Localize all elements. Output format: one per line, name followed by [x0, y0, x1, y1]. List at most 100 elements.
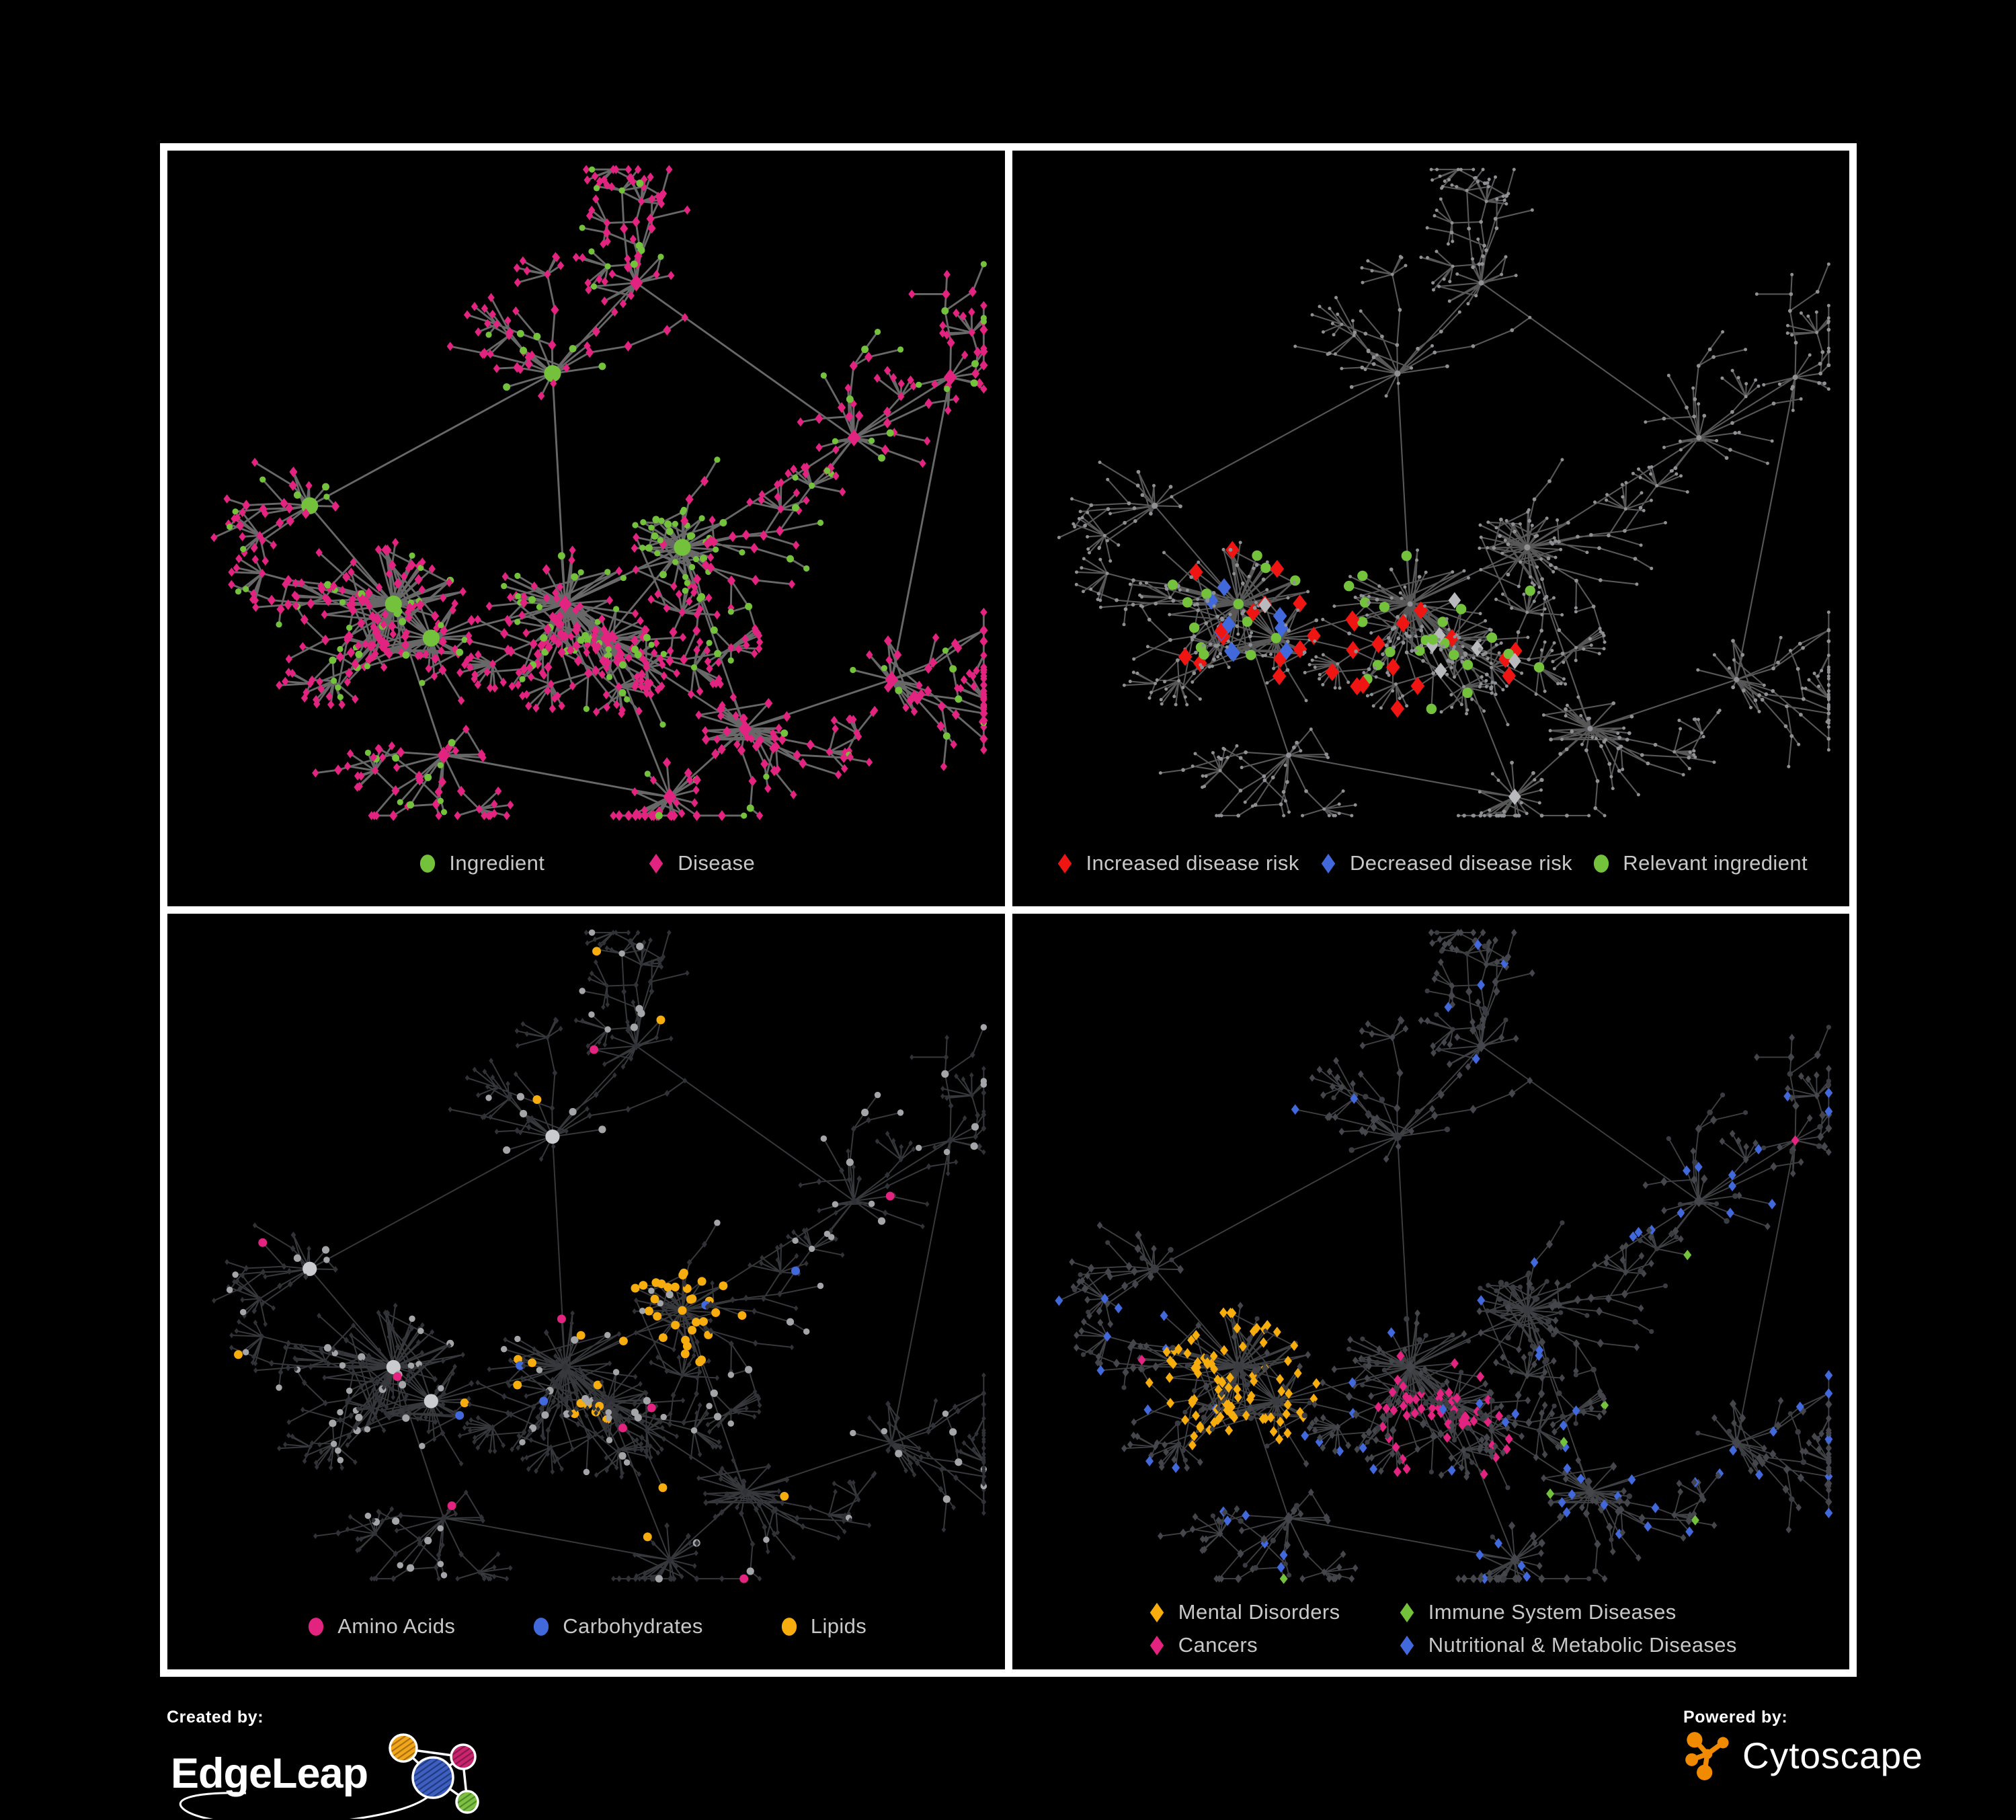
- network-node: [915, 1144, 922, 1152]
- network-node: [634, 1413, 642, 1422]
- network-node: [1477, 546, 1481, 550]
- network-node: [1187, 1395, 1196, 1406]
- network-node: [688, 563, 696, 571]
- network-node: [1530, 1257, 1539, 1268]
- network-node: [1373, 1436, 1379, 1444]
- network-node: [1660, 1177, 1667, 1187]
- network-node: [1824, 1087, 1832, 1099]
- network-node: [1769, 1450, 1776, 1459]
- network-node: [680, 515, 689, 526]
- network-node: [914, 1459, 920, 1466]
- network-node: [604, 263, 611, 270]
- network-node: [1646, 1226, 1652, 1234]
- network-node: [1365, 1427, 1373, 1437]
- network-node: [832, 1480, 837, 1487]
- network-node: [520, 346, 528, 354]
- network-node: [550, 379, 557, 388]
- network-node: [374, 1575, 379, 1582]
- network-node: [415, 1415, 420, 1422]
- network-node: [1096, 546, 1100, 550]
- network-node: [1168, 637, 1172, 642]
- network-node: [613, 700, 620, 709]
- network-node: [980, 680, 987, 690]
- network-node: [1283, 1511, 1293, 1525]
- network-node: [1450, 239, 1454, 243]
- network-node: [981, 1372, 986, 1379]
- network-node: [981, 1510, 986, 1516]
- network-node: [1283, 1526, 1288, 1531]
- network-node: [594, 1472, 599, 1478]
- network-node: [977, 1143, 982, 1150]
- network-node: [1365, 259, 1369, 263]
- network-node: [1413, 1319, 1420, 1327]
- network-node: [1806, 314, 1810, 318]
- network-node: [401, 639, 410, 651]
- network-node: [1293, 344, 1297, 348]
- network-node: [1180, 1448, 1185, 1454]
- network-node: [303, 1273, 309, 1281]
- network-node: [1410, 676, 1424, 695]
- network-node: [1365, 1355, 1372, 1363]
- network-node: [1333, 352, 1337, 356]
- network-node: [309, 1440, 315, 1446]
- network-node: [384, 1404, 389, 1410]
- network-node: [1622, 528, 1627, 533]
- network-node: [719, 1509, 725, 1516]
- network-node: [547, 679, 555, 689]
- network-node: [1398, 697, 1402, 701]
- network-node: [1128, 582, 1132, 586]
- network-node: [1533, 662, 1544, 673]
- network-node: [1730, 639, 1735, 643]
- network-node: [235, 554, 243, 563]
- network-node: [1210, 664, 1214, 668]
- network-node: [637, 676, 645, 686]
- network-node: [1188, 563, 1203, 582]
- network-node: [1476, 980, 1485, 990]
- network-node: [1420, 659, 1425, 663]
- network-node: [794, 1514, 800, 1522]
- network-node: [1466, 576, 1470, 580]
- network-node: [596, 1039, 602, 1045]
- network-node: [682, 1078, 688, 1084]
- network-node: [456, 785, 466, 797]
- network-node: [856, 1175, 862, 1183]
- network-node: [555, 1456, 560, 1462]
- network-node: [749, 1499, 754, 1505]
- network-node: [980, 665, 987, 674]
- network-node: [1692, 717, 1696, 721]
- network-node: [1527, 518, 1531, 523]
- network-node: [1510, 1409, 1519, 1419]
- network-node: [402, 1396, 408, 1403]
- network-node: [1289, 1340, 1298, 1351]
- network-node: [651, 1413, 657, 1419]
- network-node: [1369, 1030, 1375, 1038]
- network-node: [637, 1471, 641, 1477]
- network-node: [1691, 386, 1695, 390]
- network-node: [1447, 1465, 1456, 1476]
- network-node: [1434, 249, 1438, 253]
- network-node: [1332, 333, 1336, 337]
- network-node: [1464, 951, 1469, 956]
- network-node: [602, 227, 611, 238]
- network-node: [345, 668, 354, 679]
- network-node: [259, 1333, 265, 1340]
- network-node: [1711, 1521, 1717, 1530]
- network-node: [1476, 1446, 1483, 1454]
- network-node: [1682, 1165, 1691, 1176]
- network-node: [1425, 636, 1439, 654]
- network-node: [648, 524, 655, 531]
- network-node: [1352, 1356, 1359, 1365]
- network-node: [513, 263, 521, 273]
- network-node: [1788, 1094, 1795, 1103]
- network-node: [660, 1304, 666, 1311]
- network-node: [1695, 435, 1701, 441]
- network-node: [661, 953, 666, 960]
- network-node: [980, 384, 987, 394]
- network-node: [971, 1123, 979, 1131]
- network-node: [526, 1117, 532, 1124]
- network-node: [713, 1443, 719, 1450]
- network-node: [766, 1548, 770, 1555]
- network-node: [551, 693, 559, 703]
- network-node: [1441, 940, 1448, 949]
- network-node: [1728, 448, 1732, 452]
